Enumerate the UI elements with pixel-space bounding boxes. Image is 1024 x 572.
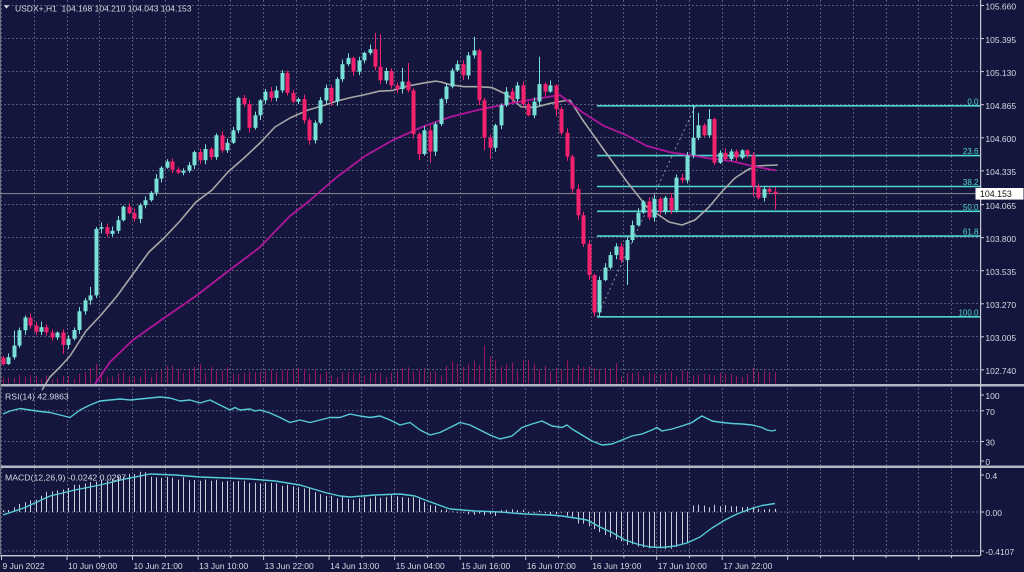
svg-text:15 Jun 16:00: 15 Jun 16:00: [461, 561, 510, 571]
svg-text:13 Jun 22:00: 13 Jun 22:00: [265, 561, 314, 571]
svg-text:104.153: 104.153: [980, 189, 1012, 199]
svg-text:50.0: 50.0: [963, 203, 979, 212]
svg-text:RSI(14) 42.9863: RSI(14) 42.9863: [5, 392, 69, 402]
svg-text:61.8: 61.8: [963, 228, 979, 237]
svg-text:0.00: 0.00: [985, 508, 1002, 518]
svg-text:30: 30: [985, 438, 995, 448]
svg-text:70: 70: [985, 407, 995, 417]
svg-text:104.600: 104.600: [985, 134, 1016, 144]
svg-text:0: 0: [985, 457, 990, 467]
svg-text:104.335: 104.335: [985, 167, 1016, 177]
svg-text:100.0: 100.0: [958, 308, 979, 317]
svg-text:0.0: 0.0: [967, 97, 979, 106]
svg-text:14 Jun 13:00: 14 Jun 13:00: [330, 561, 379, 571]
svg-text:USDX+,H1 104.168 104.210 104.: USDX+,H1 104.168 104.210 104.043 104.153: [15, 4, 192, 14]
svg-text:10 Jun 09:00: 10 Jun 09:00: [68, 561, 117, 571]
svg-text:103.800: 103.800: [985, 234, 1016, 244]
svg-text:100: 100: [985, 391, 999, 401]
svg-text:-0.4107: -0.4107: [985, 547, 1014, 557]
svg-text:105.660: 105.660: [985, 2, 1016, 12]
svg-text:104.865: 104.865: [985, 101, 1016, 111]
svg-text:0.4: 0.4: [985, 471, 997, 481]
svg-text:23.6: 23.6: [963, 147, 979, 156]
svg-text:15 Jun 04:00: 15 Jun 04:00: [396, 561, 445, 571]
svg-text:16 Jun 19:00: 16 Jun 19:00: [592, 561, 641, 571]
svg-text:9 Jun 2022: 9 Jun 2022: [3, 561, 45, 571]
svg-text:105.130: 105.130: [985, 68, 1016, 78]
svg-text:17 Jun 10:00: 17 Jun 10:00: [658, 561, 707, 571]
svg-text:10 Jun 21:00: 10 Jun 21:00: [134, 561, 183, 571]
svg-text:105.395: 105.395: [985, 35, 1016, 45]
svg-text:38.2: 38.2: [963, 178, 979, 187]
svg-text:103.535: 103.535: [985, 267, 1016, 277]
svg-text:13 Jun 10:00: 13 Jun 10:00: [199, 561, 248, 571]
svg-text:104.065: 104.065: [985, 201, 1016, 211]
svg-text:103.005: 103.005: [985, 333, 1016, 343]
svg-text:MACD(12,26,9) -0.0242 0.0297: MACD(12,26,9) -0.0242 0.0297: [5, 473, 126, 483]
svg-text:103.270: 103.270: [985, 300, 1016, 310]
svg-text:102.740: 102.740: [985, 366, 1016, 376]
svg-text:17 Jun 22:00: 17 Jun 22:00: [723, 561, 772, 571]
svg-text:16 Jun 07:00: 16 Jun 07:00: [527, 561, 576, 571]
